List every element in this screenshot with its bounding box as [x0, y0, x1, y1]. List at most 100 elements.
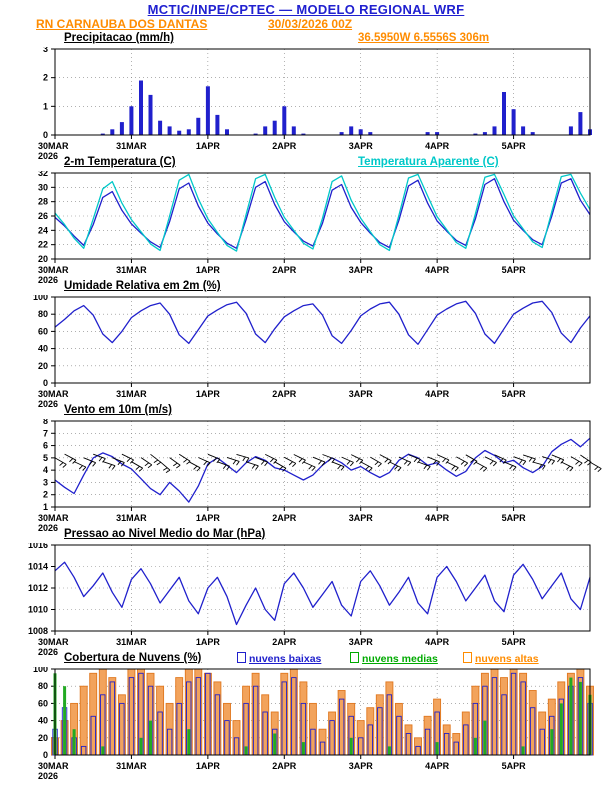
- svg-text:1APR: 1APR: [196, 513, 221, 523]
- svg-text:30: 30: [38, 182, 48, 192]
- svg-text:7: 7: [43, 428, 48, 438]
- svg-text:3APR: 3APR: [349, 761, 374, 771]
- legend-label-mid: nuvens medias: [362, 653, 438, 665]
- svg-text:60: 60: [38, 326, 48, 336]
- svg-text:3: 3: [43, 477, 48, 487]
- svg-text:5APR: 5APR: [502, 389, 527, 399]
- svg-text:1APR: 1APR: [196, 761, 221, 771]
- svg-text:30MAR: 30MAR: [38, 761, 69, 771]
- svg-text:3APR: 3APR: [349, 637, 374, 647]
- svg-text:8: 8: [43, 419, 48, 426]
- svg-text:31MAR: 31MAR: [116, 637, 147, 647]
- svg-text:0: 0: [43, 378, 48, 388]
- panel-wind: Vento em 10m (m/s) 30MAR 2026 31MAR 1APR 2AP…: [0, 404, 612, 534]
- svg-text:24: 24: [38, 225, 48, 235]
- svg-text:60: 60: [38, 698, 48, 708]
- panel-precipitation: Precipitacao (mm/h) 36.5950W 6.5556S 306…: [0, 32, 612, 162]
- svg-text:3APR: 3APR: [349, 141, 374, 151]
- svg-text:1016: 1016: [28, 543, 48, 550]
- svg-text:31MAR: 31MAR: [116, 265, 147, 275]
- svg-text:4APR: 4APR: [425, 265, 450, 275]
- svg-text:5: 5: [43, 453, 48, 463]
- svg-text:1008: 1008: [28, 626, 48, 636]
- svg-text:3: 3: [43, 47, 48, 54]
- svg-text:4: 4: [43, 465, 48, 475]
- temperature-title: 2-m Temperatura (C): [64, 156, 176, 168]
- svg-text:31MAR: 31MAR: [116, 141, 147, 151]
- precipitation-title: Precipitacao (mm/h): [64, 32, 174, 44]
- svg-text:0: 0: [43, 130, 48, 140]
- apparent-temperature-label: Temperatura Aparente (C): [358, 156, 499, 168]
- svg-text:31MAR: 31MAR: [116, 513, 147, 523]
- svg-text:40: 40: [38, 716, 48, 726]
- svg-text:2APR: 2APR: [272, 761, 297, 771]
- svg-text:1: 1: [43, 502, 48, 512]
- svg-text:3APR: 3APR: [349, 513, 374, 523]
- svg-text:22: 22: [38, 240, 48, 250]
- svg-text:4APR: 4APR: [425, 141, 450, 151]
- legend-nuvens-medias: nuvens medias: [350, 652, 438, 665]
- svg-text:2026: 2026: [38, 647, 58, 657]
- svg-text:2026: 2026: [38, 523, 58, 533]
- panel-temperature: 2-m Temperatura (C) Temperatura Aparente…: [0, 156, 612, 286]
- svg-text:30MAR: 30MAR: [38, 265, 69, 275]
- svg-text:30MAR: 30MAR: [38, 513, 69, 523]
- mid-cloud-swatch-icon: [350, 652, 359, 663]
- svg-text:80: 80: [38, 681, 48, 691]
- svg-text:2: 2: [43, 490, 48, 500]
- model-title: MCTIC/INPE/CPTEC — MODELO REGIONAL WRF: [147, 2, 465, 17]
- svg-text:1APR: 1APR: [196, 637, 221, 647]
- svg-text:32: 32: [38, 171, 48, 178]
- svg-text:3APR: 3APR: [349, 265, 374, 275]
- svg-text:2: 2: [43, 73, 48, 83]
- svg-text:1: 1: [43, 101, 48, 111]
- pressure-title: Pressao ao Nivel Medio do Mar (hPa): [64, 528, 266, 540]
- svg-text:20: 20: [38, 733, 48, 743]
- run-datetime: 30/03/2026 00Z: [268, 17, 353, 31]
- svg-text:28: 28: [38, 197, 48, 207]
- svg-text:2026: 2026: [38, 275, 58, 285]
- svg-text:5APR: 5APR: [502, 265, 527, 275]
- svg-text:2APR: 2APR: [272, 265, 297, 275]
- wind-title: Vento em 10m (m/s): [64, 404, 173, 416]
- svg-text:100: 100: [33, 667, 48, 674]
- svg-text:2026: 2026: [38, 151, 58, 161]
- svg-text:2APR: 2APR: [272, 513, 297, 523]
- svg-text:2026: 2026: [38, 771, 58, 781]
- low-cloud-swatch-icon: [237, 652, 246, 663]
- legend-nuvens-altas: nuvens altas: [463, 652, 539, 665]
- svg-text:20: 20: [38, 254, 48, 264]
- svg-text:30MAR: 30MAR: [38, 389, 69, 399]
- svg-text:30MAR: 30MAR: [38, 141, 69, 151]
- svg-text:2APR: 2APR: [272, 141, 297, 151]
- svg-text:40: 40: [38, 344, 48, 354]
- legend-nuvens-baixas: nuvens baixas: [237, 652, 321, 665]
- panel-cloud-cover: Cobertura de Nuvens (%) nuvens baixas nu…: [0, 652, 612, 782]
- svg-text:1012: 1012: [28, 583, 48, 593]
- svg-text:1010: 1010: [28, 605, 48, 615]
- cloud-cover-title: Cobertura de Nuvens (%): [64, 652, 202, 664]
- svg-text:5APR: 5APR: [502, 141, 527, 151]
- svg-text:1APR: 1APR: [196, 141, 221, 151]
- svg-text:80: 80: [38, 309, 48, 319]
- high-cloud-swatch-icon: [463, 652, 472, 663]
- svg-text:4APR: 4APR: [425, 389, 450, 399]
- legend-label-high: nuvens altas: [475, 653, 539, 665]
- svg-text:20: 20: [38, 361, 48, 371]
- panel-pressure: Pressao ao Nivel Medio do Mar (hPa) 30MA…: [0, 528, 612, 658]
- svg-text:2APR: 2APR: [272, 637, 297, 647]
- station-name: RN CARNAUBA DOS DANTAS: [36, 17, 208, 31]
- svg-text:1014: 1014: [28, 562, 48, 572]
- svg-text:6: 6: [43, 441, 48, 451]
- svg-text:0: 0: [43, 750, 48, 760]
- legend-label-low: nuvens baixas: [249, 653, 322, 665]
- panel-humidity: Umidade Relativa em 2m (%) 30MAR 2026 31MA…: [0, 280, 612, 410]
- svg-text:31MAR: 31MAR: [116, 761, 147, 771]
- svg-text:30MAR: 30MAR: [38, 637, 69, 647]
- svg-text:1APR: 1APR: [196, 389, 221, 399]
